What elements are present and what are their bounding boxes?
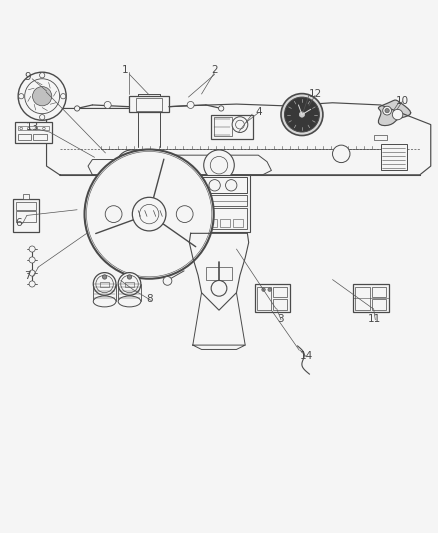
Circle shape [299, 112, 304, 117]
Ellipse shape [93, 296, 116, 307]
Bar [15, 212, 36, 222]
Bar [353, 285, 389, 312]
Text: 14: 14 [300, 351, 313, 361]
Bar [18, 126, 49, 130]
Text: 12: 12 [308, 89, 321, 99]
Circle shape [29, 270, 35, 276]
Circle shape [29, 281, 35, 287]
Circle shape [219, 106, 224, 111]
Bar [13, 199, 39, 232]
Text: 1: 1 [122, 65, 128, 75]
Circle shape [102, 275, 107, 279]
Text: 7: 7 [25, 271, 31, 281]
Bar [130, 96, 169, 112]
Circle shape [268, 288, 272, 292]
Circle shape [132, 197, 166, 231]
Bar [258, 287, 272, 310]
Circle shape [332, 145, 350, 163]
Bar [207, 219, 217, 227]
Circle shape [32, 87, 52, 106]
Bar [125, 282, 134, 287]
Circle shape [117, 150, 147, 181]
Circle shape [232, 117, 248, 133]
Bar [15, 202, 36, 210]
Bar [211, 115, 253, 139]
Bar [214, 117, 232, 136]
Bar [372, 299, 386, 310]
Circle shape [163, 277, 172, 285]
Bar [206, 266, 232, 280]
Bar [18, 134, 31, 140]
Bar [233, 219, 244, 227]
Circle shape [211, 280, 227, 296]
Bar [100, 282, 109, 287]
Text: 13: 13 [25, 122, 39, 132]
Bar [33, 134, 47, 140]
Bar [273, 287, 287, 297]
Circle shape [29, 257, 35, 263]
Bar [188, 175, 250, 231]
Circle shape [74, 106, 80, 111]
Bar [191, 208, 247, 229]
Bar [194, 219, 204, 227]
Circle shape [392, 109, 403, 120]
Circle shape [60, 94, 66, 99]
Circle shape [105, 206, 122, 222]
Bar [372, 287, 386, 297]
Bar [15, 122, 52, 142]
Bar [355, 287, 370, 310]
Circle shape [385, 108, 389, 113]
Circle shape [104, 101, 111, 108]
Circle shape [18, 94, 24, 99]
Ellipse shape [93, 272, 116, 295]
Text: 6: 6 [15, 218, 21, 228]
Polygon shape [378, 100, 411, 126]
Circle shape [281, 94, 323, 135]
Ellipse shape [118, 272, 141, 295]
Bar [374, 135, 387, 140]
Circle shape [85, 149, 214, 279]
Text: 8: 8 [146, 294, 152, 304]
Circle shape [192, 180, 204, 191]
Bar [220, 219, 230, 227]
Circle shape [285, 97, 319, 132]
Circle shape [226, 180, 237, 191]
Circle shape [204, 150, 234, 181]
Circle shape [383, 106, 392, 115]
Bar [191, 195, 247, 206]
Bar [381, 144, 407, 171]
Bar [255, 285, 290, 312]
Text: 10: 10 [396, 95, 409, 106]
Circle shape [39, 115, 45, 120]
Text: 3: 3 [277, 314, 283, 324]
Text: 11: 11 [367, 314, 381, 324]
Circle shape [127, 275, 132, 279]
Circle shape [209, 180, 220, 191]
Circle shape [187, 101, 194, 108]
Circle shape [18, 72, 66, 120]
Bar [191, 177, 247, 193]
Ellipse shape [118, 296, 141, 307]
Circle shape [262, 288, 265, 292]
Circle shape [39, 72, 45, 78]
Bar [136, 99, 162, 111]
Bar [273, 299, 287, 310]
Circle shape [29, 246, 35, 252]
Text: 9: 9 [25, 71, 31, 82]
Bar [23, 195, 28, 199]
Circle shape [176, 206, 193, 222]
Text: 2: 2 [211, 65, 218, 75]
Text: 4: 4 [255, 107, 261, 117]
